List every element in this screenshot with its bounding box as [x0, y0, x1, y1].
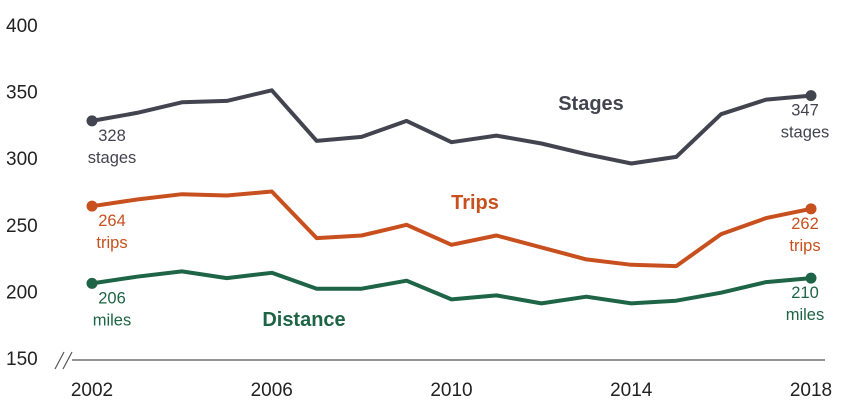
- series-trips: Trips 264 trips 262 trips: [86, 189, 821, 269]
- trips-end-label: trips: [789, 237, 820, 255]
- trips-line: [90, 189, 813, 269]
- y-axis-ticks: 400 350 300 250 200 150: [6, 16, 38, 370]
- y-tick-label: 400: [6, 16, 38, 37]
- trips-start-label: 264: [98, 212, 126, 230]
- axis-break-mark: [54, 351, 73, 370]
- distance-start-point: [86, 277, 98, 289]
- x-tick-label: 2018: [790, 380, 832, 401]
- distance-end-label: miles: [786, 306, 825, 324]
- distance-end-label: 210: [791, 284, 819, 302]
- distance-series-label: Distance: [262, 309, 345, 331]
- y-tick-label: 150: [6, 349, 38, 370]
- stages-end-point: [805, 90, 817, 102]
- y-tick-label: 250: [6, 216, 38, 237]
- x-tick-label: 2002: [71, 380, 113, 401]
- trips-series-label: Trips: [451, 192, 499, 214]
- distance-start-label: miles: [93, 311, 132, 329]
- trips-start-point: [86, 200, 98, 212]
- stages-end-label: 347: [791, 102, 819, 120]
- distance-line: [90, 269, 813, 306]
- stages-start-label: stages: [88, 149, 137, 167]
- trips-start-label: trips: [96, 234, 127, 252]
- y-tick-label: 200: [6, 282, 38, 303]
- y-tick-label: 300: [6, 149, 38, 170]
- y-tick-label: 350: [6, 83, 38, 104]
- stages-series-label: Stages: [558, 93, 624, 115]
- series-stages: Stages 328 stages 347 stages: [86, 88, 830, 167]
- x-tick-label: 2010: [430, 380, 472, 401]
- distance-end-point: [805, 272, 817, 284]
- x-axis: [54, 351, 825, 370]
- stages-start-label: 328: [98, 127, 126, 145]
- trips-end-label: 262: [791, 215, 819, 233]
- x-axis-ticks: 2002 2006 2010 2014 2018: [71, 380, 832, 401]
- trips-end-point: [805, 203, 817, 215]
- x-tick-label: 2006: [251, 380, 293, 401]
- series-distance: Distance 206 miles 210 miles: [86, 269, 825, 331]
- distance-start-label: 206: [98, 289, 126, 307]
- stages-end-label: stages: [781, 124, 830, 142]
- stages-start-point: [86, 115, 98, 127]
- x-tick-label: 2014: [610, 380, 653, 401]
- series-group: Stages 328 stages 347 stages Trips 264 trips 262…: [86, 88, 830, 331]
- stages-line: [90, 88, 813, 166]
